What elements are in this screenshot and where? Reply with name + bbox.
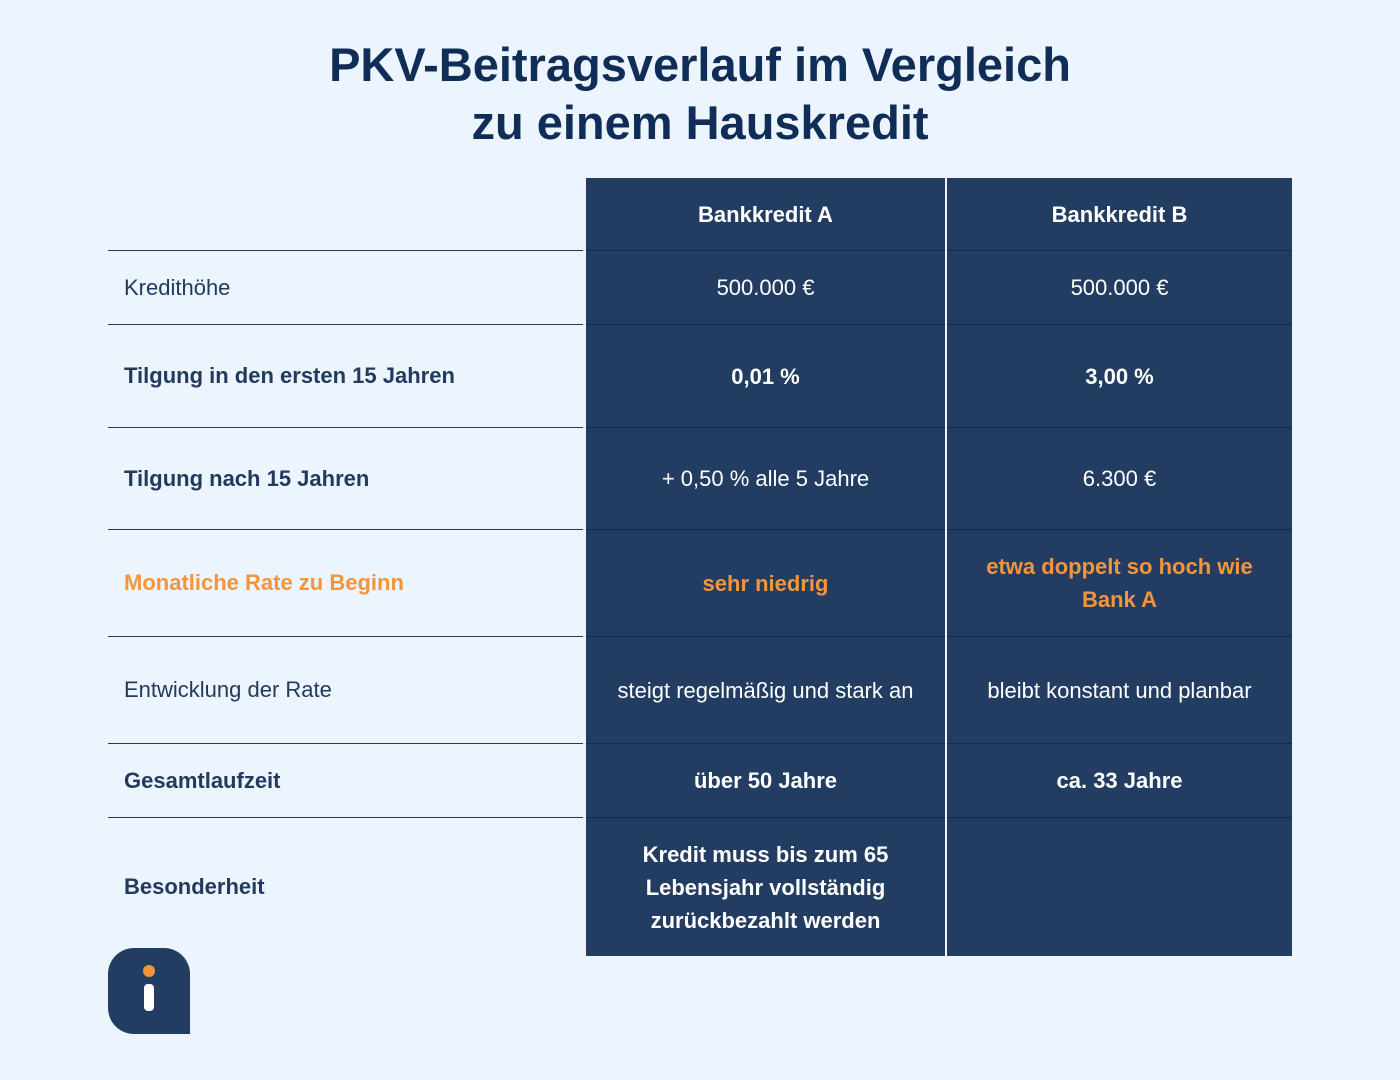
row-label: Tilgung nach 15 Jahren xyxy=(108,427,583,529)
table-row: Tilgung in den ersten 15 Jahren 0,01 % 3… xyxy=(108,324,1292,427)
row-label: Gesamtlaufzeit xyxy=(108,743,583,817)
info-icon-dot xyxy=(143,965,155,977)
row-label: Kredithöhe xyxy=(108,250,583,324)
row-label: Besonderheit xyxy=(108,817,583,956)
cell-b: 500.000 € xyxy=(947,250,1292,324)
comparison-table: Bankkredit A Bankkredit B Kredithöhe 500… xyxy=(108,178,1292,956)
row-label: Entwicklung der Rate xyxy=(108,636,583,743)
column-header-bankkredit-b: Bankkredit B xyxy=(947,178,1292,250)
table-row: Monatliche Rate zu Beginn sehr niedrig e… xyxy=(108,529,1292,636)
cell-a: 500.000 € xyxy=(586,250,945,324)
info-icon xyxy=(108,948,190,1034)
title-line-1: PKV-Beitragsverlauf im Vergleich xyxy=(329,38,1071,91)
cell-a: Kredit muss bis zum 65 Lebensjahr vollst… xyxy=(586,817,945,956)
column-header-bankkredit-a: Bankkredit A xyxy=(586,178,945,250)
info-icon-stem xyxy=(144,984,154,1011)
table-row: Gesamtlaufzeit über 50 Jahre ca. 33 Jahr… xyxy=(108,743,1292,817)
cell-b: etwa doppelt so hoch wie Bank A xyxy=(947,529,1292,636)
title-line-2: zu einem Hauskredit xyxy=(471,96,929,149)
row-label: Monatliche Rate zu Beginn xyxy=(108,529,583,636)
page-title: PKV-Beitragsverlauf im Vergleich zu eine… xyxy=(0,36,1400,152)
row-label: Tilgung in den ersten 15 Jahren xyxy=(108,324,583,427)
table-row: Entwicklung der Rate steigt regelmäßig u… xyxy=(108,636,1292,743)
cell-b xyxy=(947,817,1292,956)
table-row: Besonderheit Kredit muss bis zum 65 Lebe… xyxy=(108,817,1292,956)
cell-a: 0,01 % xyxy=(586,324,945,427)
table-header-row: Bankkredit A Bankkredit B xyxy=(108,178,1292,250)
table-row: Kredithöhe 500.000 € 500.000 € xyxy=(108,250,1292,324)
cell-b: 3,00 % xyxy=(947,324,1292,427)
cell-b: 6.300 € xyxy=(947,427,1292,529)
cell-b: bleibt konstant und planbar xyxy=(947,636,1292,743)
cell-a: steigt regelmäßig und stark an xyxy=(586,636,945,743)
cell-a: über 50 Jahre xyxy=(586,743,945,817)
cell-b: ca. 33 Jahre xyxy=(947,743,1292,817)
cell-a: sehr niedrig xyxy=(586,529,945,636)
cell-a: + 0,50 % alle 5 Jahre xyxy=(586,427,945,529)
table-row: Tilgung nach 15 Jahren + 0,50 % alle 5 J… xyxy=(108,427,1292,529)
